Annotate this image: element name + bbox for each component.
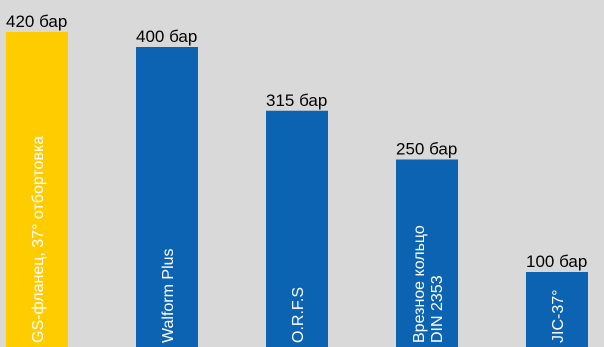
- category-label-4: Врезное кольцоDIN 2353: [411, 225, 446, 343]
- category-label-1: GS-фланец, 37° отбортовка: [30, 136, 47, 343]
- value-label-3: 315 бар: [266, 91, 327, 110]
- category-label-2: Walform Plus: [160, 248, 177, 343]
- category-label-3: O.R.F.S: [290, 287, 307, 343]
- bar-1: [6, 32, 68, 347]
- bar-2: [136, 47, 198, 347]
- bar-4: [396, 159, 458, 347]
- value-label-4: 250 бар: [396, 140, 457, 159]
- value-label-2: 400 бар: [136, 27, 197, 46]
- bar-5: [526, 272, 588, 347]
- value-label-1: 420 бар: [6, 12, 67, 31]
- value-label-5: 100 бар: [526, 252, 587, 271]
- category-label-5: JIC-37°: [550, 289, 567, 343]
- bar-3: [266, 110, 328, 347]
